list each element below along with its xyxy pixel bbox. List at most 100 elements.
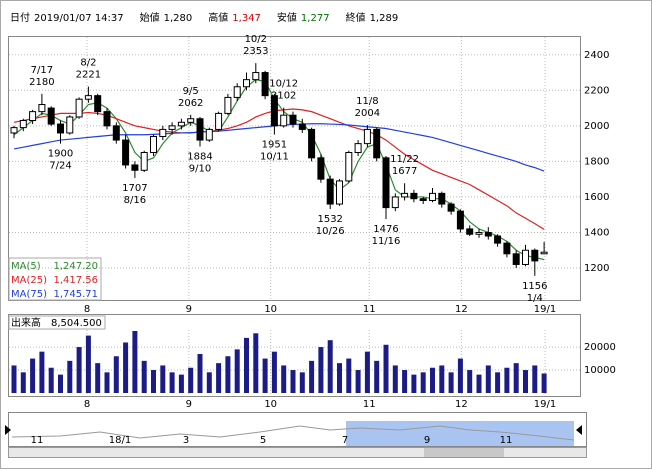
volume-bar — [281, 365, 287, 393]
volume-label: 出来高 — [11, 316, 41, 329]
volume-bar — [290, 370, 296, 393]
candle-body — [187, 118, 195, 123]
candle-body — [57, 123, 64, 134]
candle-body — [438, 192, 446, 205]
nav-left-arrow[interactable] — [5, 425, 11, 435]
volume-bar — [504, 367, 510, 393]
volume-bar — [85, 335, 91, 393]
volume-bar — [467, 370, 473, 393]
candle-body — [224, 96, 232, 114]
candle-body — [205, 128, 213, 141]
ma-legend-value: 1,745.71 — [53, 289, 98, 300]
header-label: 安値 — [277, 11, 297, 24]
candle-body — [66, 116, 74, 134]
volume-bar — [523, 370, 528, 393]
candle-body — [75, 98, 83, 118]
annotation-date: 10/26 — [316, 226, 345, 237]
header-value: 1,289 — [370, 13, 399, 24]
annotation-price: 2062 — [178, 98, 203, 109]
volume-bar — [346, 358, 352, 393]
x-tick-label: 12 — [455, 399, 468, 410]
candle-body — [289, 114, 297, 125]
candle-body — [168, 125, 176, 130]
annotation-date: 11/8 — [356, 96, 378, 107]
y-tick-label: 1600 — [584, 192, 609, 203]
candle-body — [382, 157, 390, 209]
x-tick-label: 10 — [264, 399, 277, 410]
candle-body — [531, 249, 539, 262]
navigator-label: 5 — [260, 435, 266, 446]
candle-body — [84, 95, 92, 100]
volume-bar — [132, 331, 138, 393]
annotation-price: 1884 — [187, 151, 212, 162]
volume-bar — [151, 370, 156, 393]
annotation-price: 1476 — [373, 224, 398, 235]
scroll-thumb[interactable] — [424, 448, 504, 457]
candle-body — [512, 253, 520, 265]
nav-right-arrow[interactable] — [576, 425, 582, 435]
volume-bar — [104, 372, 110, 393]
candle-body — [540, 251, 548, 255]
x-tick-label: 10 — [264, 304, 277, 315]
y-tick-label: 2000 — [584, 121, 609, 132]
x-tick-label: 8 — [84, 399, 90, 410]
candle-body — [19, 120, 27, 129]
annotation-date: 10/2 — [245, 34, 267, 45]
volume-bar — [216, 363, 222, 393]
annotation-price: 1951 — [262, 140, 287, 151]
header-value: 1,280 — [164, 13, 193, 24]
volume-bar — [402, 370, 408, 393]
x-tick-label: 11 — [363, 304, 376, 315]
volume-bar — [188, 367, 194, 393]
candle-body — [429, 192, 436, 201]
x-tick-label: 9 — [186, 304, 192, 315]
y-tick-label: 1400 — [584, 227, 609, 238]
x-tick-label: 19/1 — [534, 304, 556, 315]
candle-body — [308, 128, 316, 159]
ma-line — [13, 123, 545, 172]
candle-body — [456, 210, 464, 230]
candle-body — [177, 121, 185, 127]
volume-bar — [309, 360, 315, 393]
candle-body — [252, 72, 260, 81]
candle-body — [494, 235, 502, 244]
candle-body — [401, 192, 409, 198]
candle-body — [159, 128, 167, 138]
y-tick-label: 1800 — [584, 156, 609, 167]
annotation-price: 2180 — [29, 77, 54, 88]
candle-body — [38, 104, 46, 113]
annotation-date: 8/2 — [80, 58, 96, 69]
y-tick-label: 1200 — [584, 263, 609, 274]
candle-body — [29, 111, 37, 122]
volume-bar — [299, 372, 305, 393]
ma-legend-name: MA(25) — [11, 275, 47, 286]
volume-bar — [11, 365, 17, 393]
volume-bar — [178, 374, 184, 393]
annotation-date: 11/22 — [390, 154, 419, 165]
y-tick-label: 2200 — [584, 85, 609, 96]
annotation-date: 7/24 — [49, 161, 71, 172]
candle-body — [466, 228, 474, 235]
candle-body — [131, 164, 139, 171]
annotation-date: 10/12 — [269, 79, 298, 90]
x-tick-label: 8 — [84, 304, 90, 315]
candle-body — [410, 192, 418, 200]
volume-bar — [67, 360, 73, 393]
volume-bar — [392, 365, 398, 393]
volume-latest: 8,504.500 — [51, 318, 102, 329]
annotation-price: 2353 — [243, 46, 268, 57]
volume-bar — [244, 337, 249, 393]
scrollbar[interactable] — [8, 447, 587, 458]
candle-body — [391, 196, 399, 209]
candle-body — [215, 112, 223, 130]
y-tick-label: 2400 — [584, 50, 609, 61]
header-label: 日付 — [10, 11, 30, 24]
candle-body — [261, 72, 269, 97]
annotation-date: 11/16 — [372, 236, 401, 247]
annotation-price: 2004 — [355, 108, 380, 119]
candle-body — [196, 118, 204, 141]
header-label: 終値 — [346, 11, 366, 24]
candle-body — [94, 95, 102, 113]
volume-bar — [495, 372, 501, 393]
navigator-selection[interactable] — [346, 421, 574, 446]
